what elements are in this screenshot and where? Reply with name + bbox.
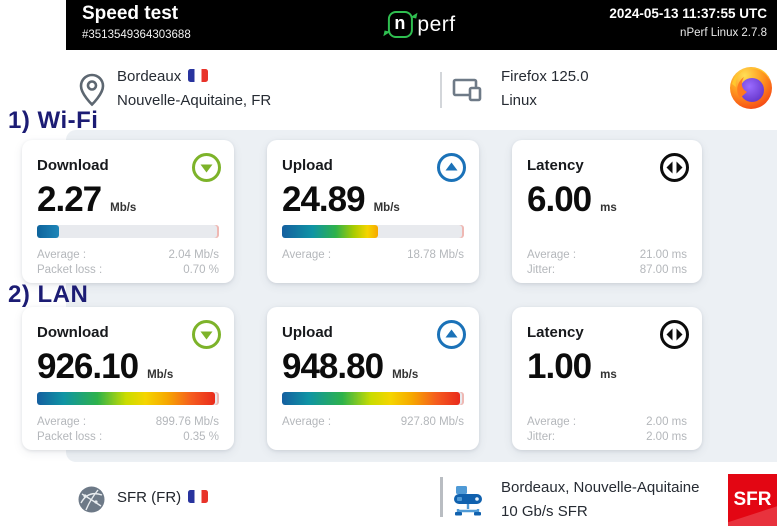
footer-divider [440, 477, 443, 517]
speed-value: 948.80 [282, 347, 384, 386]
stat-label: Packet loss : [37, 264, 103, 276]
stat-label: Average : [282, 249, 332, 261]
annotation-lan: 2) LAN [8, 281, 89, 308]
gauge-fill [37, 392, 216, 405]
lan-latency-card: Latency 1.00 ms Average : 2.00 ms Jitter:… [512, 307, 702, 450]
stat-label: Average : [282, 416, 332, 428]
test-id: #3513549364303688 [82, 29, 191, 41]
card-title: Download [37, 157, 109, 174]
card-title: Latency [527, 157, 584, 174]
speed-value: 926.10 [37, 347, 139, 386]
gauge-fill [282, 225, 379, 238]
test-timestamp: 2024-05-13 11:37:55 UTC [609, 6, 767, 21]
speed-unit: Mb/s [147, 369, 174, 381]
speed-unit: Mb/s [373, 202, 400, 214]
latency-icon [659, 319, 690, 355]
card-title: Upload [282, 157, 333, 174]
card-title: Latency [527, 324, 584, 341]
server-details: Bordeaux, Nouvelle-Aquitaine 10 Gb/s SFR [501, 476, 699, 524]
download-icon [191, 152, 222, 188]
stat-label: Jitter: [527, 264, 556, 276]
france-flag-icon [188, 69, 209, 82]
devices-icon [452, 78, 482, 107]
nperf-logo-n: n [387, 11, 413, 38]
stat-label: Average : [527, 416, 577, 428]
speed-gauge [37, 225, 219, 238]
card-title: Upload [282, 324, 333, 341]
stat-value: 2.00 ms [646, 416, 687, 428]
stat-label: Packet loss : [37, 431, 103, 443]
client-system: Firefox 125.0 Linux [501, 65, 589, 113]
location-pin-icon [78, 73, 106, 112]
speed-gauge [282, 392, 464, 405]
client-city: Bordeaux [117, 68, 182, 85]
stat-label: Average : [37, 249, 87, 261]
server-link: 10 Gb/s SFR [501, 503, 588, 520]
stat-value: 87.00 ms [639, 264, 687, 276]
stat-label: Average : [37, 416, 87, 428]
isp-name: SFR (FR) [117, 489, 209, 506]
app-version: nPerf Linux 2.7.8 [680, 27, 767, 39]
card-title: Download [37, 324, 109, 341]
upload-icon [436, 319, 467, 355]
lan-download-card: Download 926.10 Mb/s Average : 899.76 Mb/… [22, 307, 234, 450]
isp-globe-icon [78, 486, 105, 518]
info-divider [440, 72, 442, 108]
nperf-logo[interactable]: n perf [387, 11, 455, 38]
latency-value: 6.00 [527, 180, 592, 219]
lan-upload-card: Upload 948.80 Mb/s Average : 927.80 Mb/s [267, 307, 479, 450]
server-info-row: SFR (FR) Bordeaux, Nouvelle-Aquitaine 10… [66, 462, 777, 528]
latency-value: 1.00 [527, 347, 592, 386]
annotation-wifi: 1) Wi-Fi [8, 107, 99, 134]
gauge-fill [282, 392, 461, 405]
stat-value: 0.70 % [183, 264, 219, 276]
stat-label: Average : [527, 249, 577, 261]
client-region: Nouvelle-Aquitaine, FR [117, 92, 272, 109]
server-icon [450, 480, 490, 525]
speed-gauge [282, 225, 464, 238]
speed-value: 24.89 [282, 180, 366, 219]
client-browser: Firefox 125.0 [501, 68, 589, 85]
stat-value: 2.04 Mb/s [168, 249, 220, 261]
server-location: Bordeaux, Nouvelle-Aquitaine [501, 479, 700, 496]
stat-value: 927.80 Mb/s [400, 416, 464, 428]
stat-value: 18.78 Mb/s [407, 249, 464, 261]
sfr-logo: SFR [728, 474, 777, 526]
client-location: Bordeaux Nouvelle-Aquitaine, FR [117, 65, 271, 113]
speed-unit: Mb/s [110, 202, 137, 214]
stat-value: 21.00 ms [639, 249, 687, 261]
latency-unit: ms [600, 369, 617, 381]
wifi-latency-card: Latency 6.00 ms Average : 21.00 ms Jitter… [512, 140, 702, 283]
france-flag-icon [188, 490, 209, 503]
wifi-upload-card: Upload 24.89 Mb/s Average : 18.78 Mb/s [267, 140, 479, 283]
latency-icon [659, 152, 690, 188]
header-bar: Speed test #3513549364303688 n perf 2024… [66, 0, 777, 50]
speed-unit: Mb/s [392, 369, 419, 381]
gauge-fill [37, 225, 59, 238]
header-meta: 2024-05-13 11:37:55 UTC nPerf Linux 2.7.… [609, 6, 767, 39]
upload-icon [436, 152, 467, 188]
stat-label: Jitter: [527, 431, 556, 443]
latency-unit: ms [600, 202, 617, 214]
download-icon [191, 319, 222, 355]
wifi-download-card: Download 2.27 Mb/s Average : 2.04 Mb/s Pa… [22, 140, 234, 283]
client-os: Linux [501, 92, 537, 109]
page-title: Speed test [82, 3, 179, 24]
nperf-logo-suffix: perf [417, 12, 456, 36]
stat-value: 899.76 Mb/s [155, 416, 219, 428]
speed-gauge [37, 392, 219, 405]
firefox-logo-icon [726, 62, 776, 117]
stat-value: 0.35 % [183, 431, 219, 443]
client-info-row: Bordeaux Nouvelle-Aquitaine, FR Firefox … [66, 50, 777, 130]
stat-value: 2.00 ms [646, 431, 687, 443]
speed-value: 2.27 [37, 180, 102, 219]
